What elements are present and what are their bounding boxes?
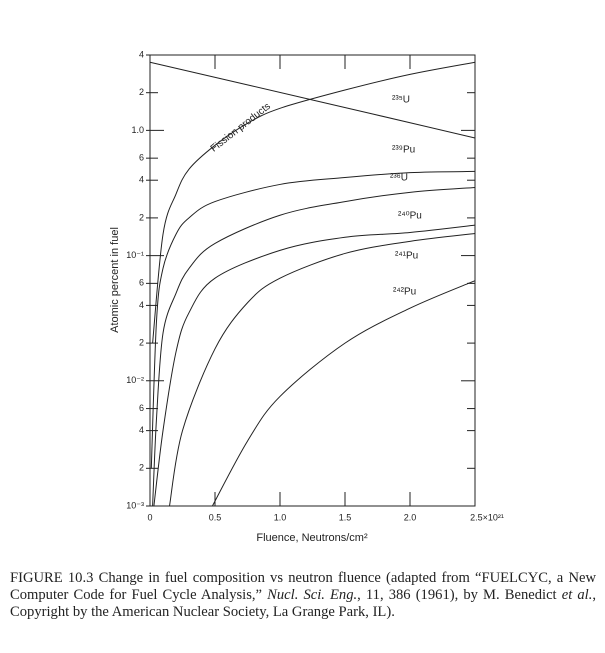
curve-label: ²⁴²Pu [393, 287, 416, 298]
y-tick-label: 6 [139, 403, 144, 413]
y-axis-label: Atomic percent in fuel [109, 227, 121, 333]
caption-text: , 11, 386 (1961), by M. Benedict [357, 587, 562, 603]
curve [169, 233, 476, 507]
caption-text: , Copyright by the American Nuclear Soci… [10, 587, 596, 620]
x-tick-label: 1.5 [339, 512, 352, 522]
y-tick-label: 4 [139, 300, 144, 310]
plot-frame [149, 54, 476, 507]
curve [149, 61, 476, 139]
caption: FIGURE 10.3 Change in fuel composition v… [10, 570, 596, 621]
y-tick-label: 2 [139, 87, 144, 97]
caption-text: Nucl. Sci. Eng. [267, 587, 358, 603]
x-tick-label: 0.5 [209, 512, 222, 522]
y-tick-label: 2 [139, 337, 144, 347]
y-tick-label: 4 [139, 49, 144, 59]
y-tick-label: 6 [139, 278, 144, 288]
y-tick-label: 4 [139, 175, 144, 185]
y-tick-label: 2 [139, 212, 144, 222]
curve-label: ²⁴¹Pu [395, 251, 418, 262]
curve-label: ²³⁹Pu [392, 145, 415, 156]
x-tick-label: 2.0 [404, 512, 417, 522]
curve [150, 170, 476, 469]
x-axis-label: Fluence, Neutrons/cm² [256, 532, 368, 544]
chart: Atomic percent in fuel Fluence, Neutrons… [109, 49, 504, 544]
x-tick-label: 0 [147, 512, 152, 522]
curve [152, 186, 476, 507]
curve-label: ²⁴⁰Pu [398, 211, 422, 222]
y-tick-label: 6 [139, 153, 144, 163]
y-tick-label: 2 [139, 463, 144, 473]
y-tick-label: 10⁻¹ [126, 250, 144, 260]
y-tick-label: 1.0 [131, 125, 144, 135]
curve-label: ²³⁶U [390, 173, 408, 184]
caption-text: FIGURE 10.3 Change in fuel composition v… [10, 570, 596, 603]
curve-label: ²³⁵U [392, 95, 410, 106]
x-tick-label: 1.0 [274, 512, 287, 522]
x-tick-label: 2.5×10²¹ [470, 512, 504, 522]
y-tick-label: 10⁻³ [126, 500, 144, 510]
caption-text: et al. [561, 587, 593, 603]
y-tick-label: 4 [139, 425, 144, 435]
curve [152, 61, 476, 344]
curve [211, 280, 476, 507]
y-tick-label: 10⁻² [126, 375, 144, 385]
curve [153, 224, 476, 507]
curve-label: Fission products [209, 101, 273, 154]
